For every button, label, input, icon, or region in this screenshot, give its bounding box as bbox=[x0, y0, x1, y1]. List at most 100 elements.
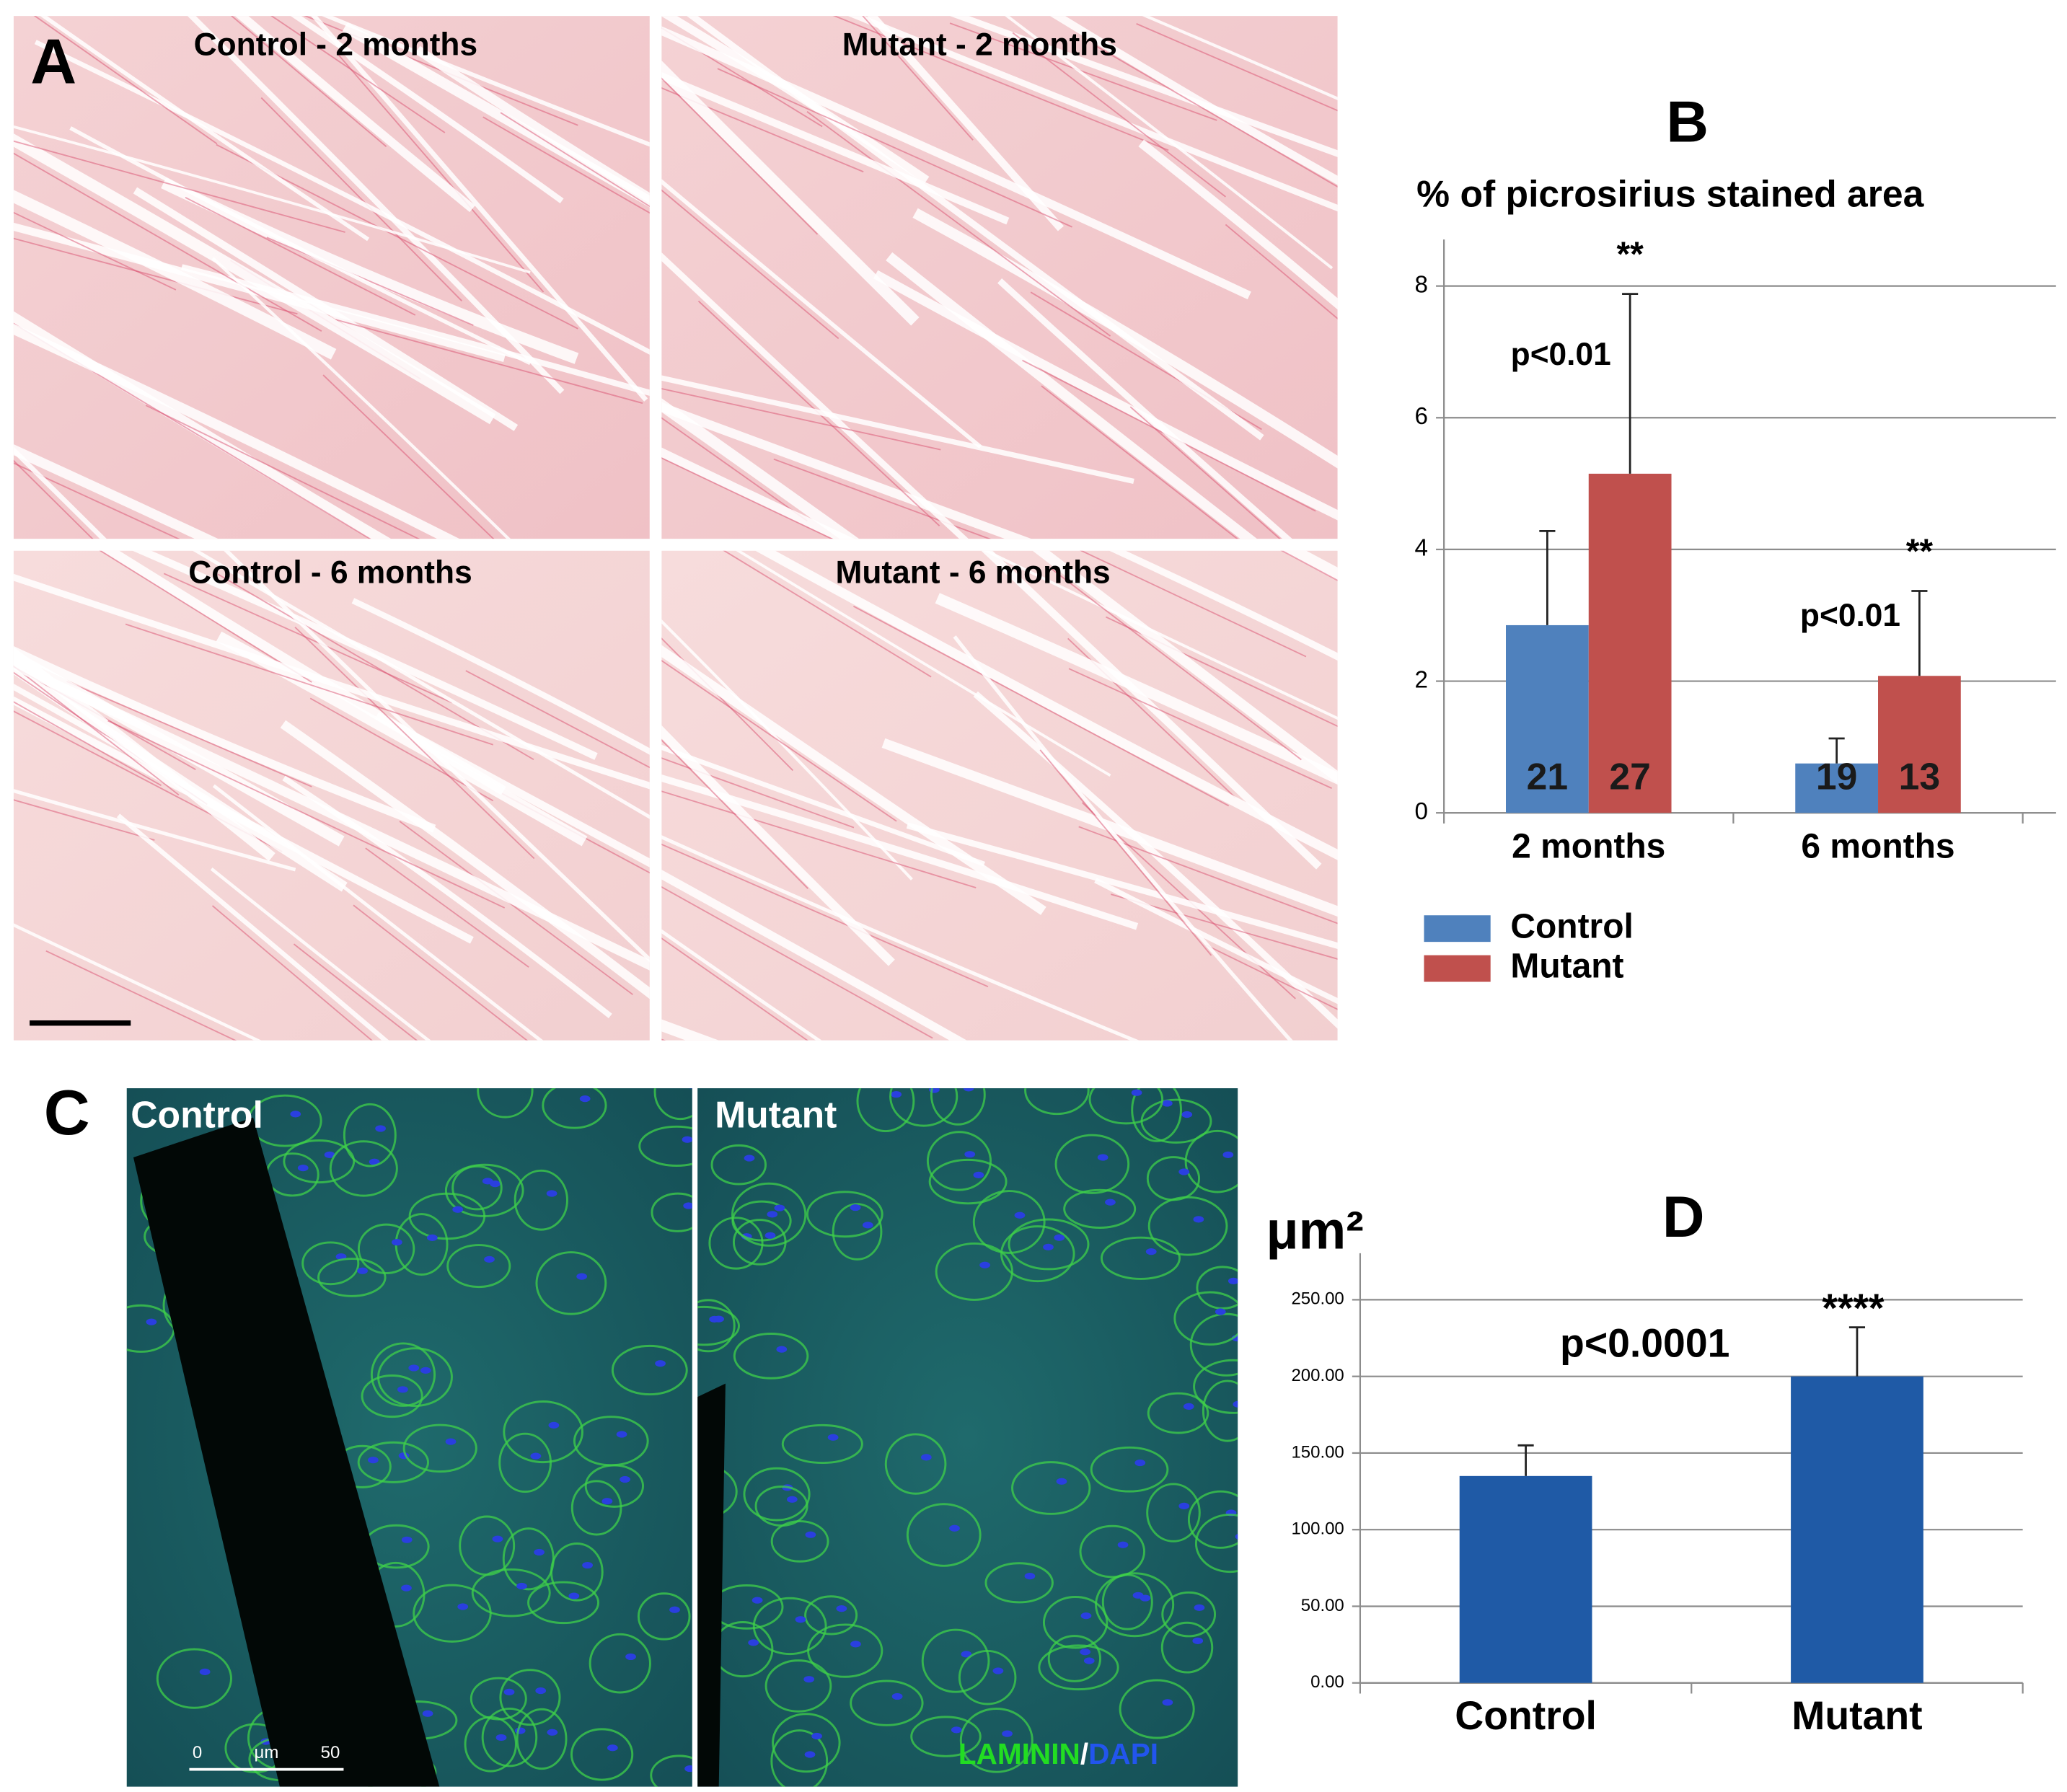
scale-label: 50 bbox=[321, 1743, 340, 1762]
cell-outline bbox=[1184, 1129, 1238, 1193]
fiber-gap bbox=[187, 16, 565, 394]
cell-outline bbox=[752, 1597, 827, 1656]
collagen bbox=[13, 140, 345, 233]
collagen bbox=[661, 790, 977, 888]
nucleus bbox=[713, 1315, 724, 1323]
collagen bbox=[270, 16, 446, 133]
nucleus bbox=[1162, 1699, 1173, 1706]
fiber-gap bbox=[193, 550, 650, 819]
collagen bbox=[1049, 567, 1302, 761]
nucleus bbox=[683, 1202, 692, 1209]
nucleus bbox=[1117, 1541, 1129, 1548]
y-tick-label: 250.00 bbox=[1291, 1289, 1344, 1309]
nucleus bbox=[397, 1386, 408, 1393]
cell-outline bbox=[733, 1333, 809, 1380]
fiber-gap bbox=[13, 789, 296, 872]
cell-outline bbox=[370, 1342, 436, 1407]
cell-outline bbox=[464, 1716, 517, 1773]
fiber-gap bbox=[116, 813, 389, 1041]
fiber-gap bbox=[982, 550, 1338, 720]
image-title: Mutant - 6 months bbox=[835, 555, 1110, 591]
nucleus bbox=[391, 1238, 402, 1246]
stain-label: LAMININ/DAPI bbox=[958, 1737, 1158, 1770]
stain: / bbox=[1080, 1737, 1088, 1770]
collagen bbox=[353, 904, 528, 1041]
collagen bbox=[365, 847, 529, 968]
fiber-gap bbox=[40, 16, 370, 242]
y-tick-label: 8 bbox=[1415, 271, 1428, 298]
fiber-gap bbox=[661, 376, 1134, 484]
cell-outline bbox=[1160, 1621, 1214, 1674]
cell-outline bbox=[638, 1125, 692, 1167]
nucleus bbox=[625, 1653, 636, 1661]
y-tick-label: 150.00 bbox=[1291, 1442, 1344, 1462]
cell-outline bbox=[935, 1242, 1013, 1301]
collagen bbox=[1039, 749, 1212, 956]
fiber-gap bbox=[661, 929, 822, 1041]
image-title: Mutant - 2 months bbox=[842, 27, 1117, 62]
nucleus bbox=[535, 1687, 547, 1695]
nucleus bbox=[146, 1318, 157, 1325]
cell-outline bbox=[589, 1633, 651, 1694]
cell-outline bbox=[570, 1480, 622, 1536]
nucleus bbox=[827, 1434, 839, 1441]
cell-outline bbox=[1196, 1266, 1238, 1310]
significance: ** bbox=[1906, 532, 1934, 570]
nucleus bbox=[1054, 1234, 1065, 1241]
x-tick-label: 2 months bbox=[1512, 828, 1665, 866]
legend-swatch bbox=[1424, 915, 1491, 943]
cell-outline bbox=[708, 1217, 764, 1270]
cell-outline bbox=[1146, 1156, 1201, 1201]
collagen bbox=[661, 27, 823, 128]
cell-outline bbox=[1193, 1359, 1238, 1414]
collagen bbox=[661, 77, 819, 235]
fiber-gap bbox=[997, 278, 1292, 539]
cell-outline bbox=[357, 1223, 415, 1274]
nucleus bbox=[804, 1751, 816, 1758]
nucleus bbox=[1235, 1533, 1238, 1540]
cell-outline bbox=[343, 1103, 397, 1168]
cell-outline bbox=[611, 1344, 688, 1396]
nucleus bbox=[1131, 1089, 1142, 1096]
nucleus bbox=[1080, 1648, 1091, 1656]
panel-label: C bbox=[44, 1077, 90, 1148]
nucleus bbox=[964, 1151, 976, 1158]
collagen bbox=[661, 937, 808, 1041]
micrograph bbox=[697, 1088, 1238, 1787]
fiber-gap bbox=[847, 16, 1338, 212]
nucleus bbox=[811, 1732, 822, 1740]
nucleus bbox=[516, 1582, 527, 1590]
fiber-gap bbox=[661, 402, 1032, 539]
cell-outline bbox=[926, 1131, 992, 1191]
nucleus bbox=[682, 1136, 692, 1143]
fiber-gap bbox=[211, 257, 511, 539]
collagen bbox=[465, 670, 650, 769]
collagen bbox=[13, 152, 322, 332]
cell-outline bbox=[301, 1241, 360, 1286]
fiber-gap bbox=[13, 444, 219, 539]
image-title: Control - 2 months bbox=[194, 27, 477, 62]
bar bbox=[1588, 473, 1672, 813]
cell-outline bbox=[329, 1140, 398, 1197]
cell-outline bbox=[283, 1139, 356, 1184]
fiber-gap bbox=[234, 16, 475, 213]
fiber-gap bbox=[661, 447, 855, 539]
nucleus bbox=[422, 1710, 433, 1717]
nucleus bbox=[764, 1232, 776, 1239]
texture bbox=[13, 16, 650, 539]
fiber-gap bbox=[280, 720, 650, 999]
collagen bbox=[304, 16, 578, 126]
nucleus bbox=[1222, 1151, 1234, 1159]
nucleus bbox=[961, 1651, 972, 1658]
nucleus bbox=[547, 1729, 558, 1736]
nucleus bbox=[1024, 1572, 1036, 1580]
nucleus bbox=[503, 1688, 515, 1695]
cell-outline bbox=[1146, 1483, 1201, 1542]
collagen bbox=[13, 799, 155, 841]
collagen bbox=[211, 905, 373, 1041]
collagen bbox=[185, 197, 416, 316]
chart-title: % of picrosirius stained area bbox=[1416, 173, 1924, 215]
bar-label: 13 bbox=[1899, 756, 1940, 798]
collagen bbox=[13, 701, 162, 786]
